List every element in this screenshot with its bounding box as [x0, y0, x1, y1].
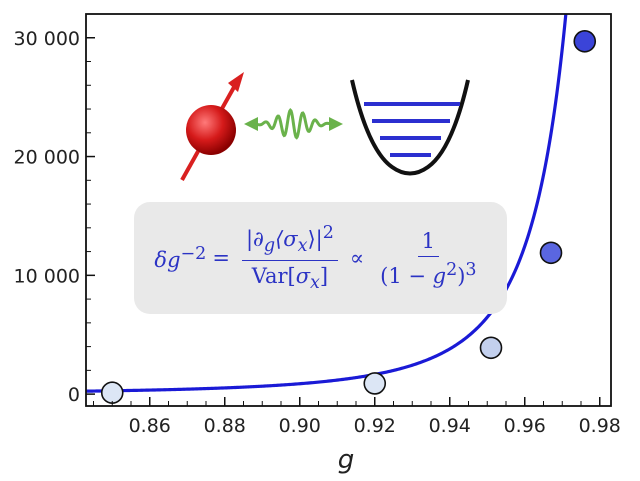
green-wave-packet-icon — [244, 108, 343, 140]
y-tick-label: 0 — [68, 384, 80, 406]
x-tick-label: 0.94 — [429, 415, 471, 437]
plot-frame — [85, 13, 612, 407]
x-tick-label: 0.96 — [504, 415, 546, 437]
data-points-layer — [100, 30, 597, 404]
data-point — [573, 30, 597, 53]
y-tick-label: 20 000 — [14, 147, 80, 169]
x-axis-title: g — [338, 445, 355, 475]
x-tick-label: 0.90 — [279, 415, 321, 437]
formula-equals: = — [212, 246, 230, 270]
fit-curve-layer — [86, 14, 568, 393]
formula-proportional: ∝ — [349, 246, 365, 270]
data-point — [100, 381, 124, 404]
x-tick-label: 0.92 — [354, 415, 396, 437]
y-tick-label: 30 000 — [14, 28, 80, 50]
y-axis: 0 10 000 20 000 30 000 — [14, 28, 95, 406]
y-tick-label: 10 000 — [14, 265, 80, 287]
x-tick-label: 0.88 — [204, 415, 246, 437]
x-axis: 0.86 0.88 0.90 0.92 0.94 0.96 0.98 — [93, 397, 621, 437]
formula-rhs-numerator: 1 — [417, 229, 440, 257]
red-sphere-spin-icon — [180, 72, 244, 181]
fit-curve-line — [86, 14, 568, 393]
data-point — [363, 372, 387, 395]
data-point — [539, 241, 563, 265]
harmonic-potential-well-icon — [350, 79, 470, 176]
formula-numerator: |∂g⟨σx⟩|2 — [241, 223, 338, 261]
formula-fraction-right: 1 (1 − g2)3 — [376, 229, 480, 288]
formula-lhs: δg−2 — [154, 244, 207, 272]
formula-rhs-denominator: (1 − g2)3 — [380, 259, 477, 288]
data-point — [479, 336, 503, 360]
formula-fraction-left: |∂g⟨σx⟩|2 Var[σx] — [241, 223, 338, 293]
x-tick-label: 0.86 — [129, 415, 171, 437]
formula-box: δg−2 = |∂g⟨σx⟩|2 Var[σx] ∝ 1 (1 − g2)3 — [134, 202, 507, 314]
x-tick-label: 0.98 — [579, 415, 621, 437]
formula-denominator: Var[σx] — [251, 263, 329, 293]
precision-formula: δg−2 = |∂g⟨σx⟩|2 Var[σx] ∝ 1 (1 − g2)3 — [134, 202, 507, 314]
